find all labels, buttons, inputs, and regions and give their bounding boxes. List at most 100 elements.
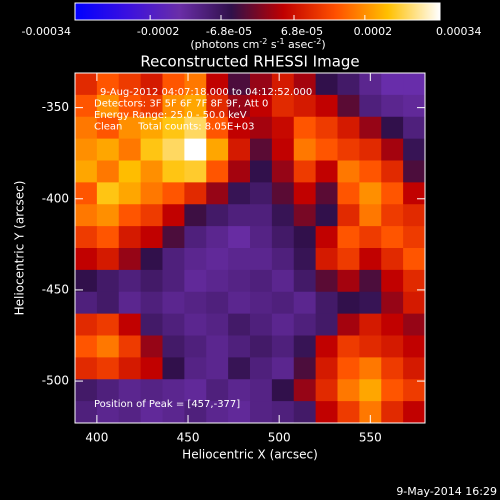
heatmap-cell xyxy=(271,313,295,336)
heatmap-cell xyxy=(162,379,185,402)
heatmap-cell xyxy=(381,204,404,227)
heatmap-cell xyxy=(293,94,317,118)
heatmap-cell xyxy=(337,379,360,402)
heatmap-cell xyxy=(75,226,98,249)
heatmap-cell xyxy=(271,116,295,140)
heatmap-cell xyxy=(140,226,163,249)
x-tick-label: 500 xyxy=(268,431,291,445)
heatmap-cell xyxy=(206,160,229,183)
heatmap-cell xyxy=(184,182,207,205)
heatmap-cell xyxy=(271,248,295,271)
heatmap-cell xyxy=(337,248,360,271)
heatmap-cell xyxy=(250,160,273,183)
heatmap-cell xyxy=(250,357,273,380)
heatmap-cell xyxy=(381,379,404,402)
colorbar-label-part: -2 xyxy=(259,37,267,46)
colorbar-label-part: s xyxy=(267,38,276,51)
heatmap-cell xyxy=(271,357,295,380)
heatmap-cell xyxy=(118,182,142,205)
heatmap-cell xyxy=(206,269,229,293)
heatmap-cell xyxy=(162,401,185,424)
colorbar-label: (photons cm-2 s-1 asec-2) xyxy=(190,37,325,52)
heatmap-cell xyxy=(75,357,98,380)
colorbar-label-part: ) xyxy=(321,38,325,51)
heatmap-cell xyxy=(184,116,207,140)
heatmap-cell xyxy=(140,291,163,315)
heatmap-cell xyxy=(140,357,163,380)
heatmap-cell xyxy=(118,204,142,227)
heatmap-cell xyxy=(206,94,229,118)
heatmap-cell xyxy=(271,204,295,227)
heatmap-cell xyxy=(228,226,251,249)
heatmap-cell xyxy=(206,73,229,96)
heatmap-cell xyxy=(118,138,142,161)
x-tick-label: 450 xyxy=(177,431,200,445)
heatmap-cell xyxy=(403,248,426,271)
heatmap-cell xyxy=(250,73,273,96)
heatmap-cell xyxy=(250,226,273,249)
heatmap-cell xyxy=(403,204,426,227)
heatmap-cell xyxy=(315,357,338,380)
heatmap-cell xyxy=(228,138,251,161)
heatmap-cell xyxy=(315,291,338,315)
heatmap-cell xyxy=(359,182,382,205)
heatmap-cell xyxy=(184,291,207,315)
heatmap-cell xyxy=(315,182,338,205)
peak-label: Position of Peak = [457,-377] xyxy=(94,399,240,410)
heatmap-cell xyxy=(96,204,120,227)
heatmap-cell xyxy=(337,401,360,424)
heatmap-cell xyxy=(184,73,207,96)
colorbar-tick-label: -6.8e-05 xyxy=(206,25,252,38)
colorbar-label-part: asec xyxy=(285,38,314,51)
heatmap-cell xyxy=(118,226,142,249)
heatmap-cell xyxy=(162,313,185,336)
y-axis-label: Heliocentric Y (arcsec) xyxy=(13,181,27,316)
heatmap-cell xyxy=(337,269,360,293)
heatmap-cell xyxy=(403,73,426,96)
heatmap-cell xyxy=(206,291,229,315)
heatmap-cell xyxy=(162,138,185,161)
heatmap-cell xyxy=(228,116,251,140)
colorbar-tick-label: -0.00034 xyxy=(22,25,71,38)
heatmap-cell xyxy=(206,116,229,140)
heatmap-cell xyxy=(118,313,142,336)
heatmap-cell xyxy=(315,160,338,183)
heatmap-cell xyxy=(359,335,382,358)
heatmap-cell xyxy=(228,269,251,293)
heatmap-cell xyxy=(315,248,338,271)
heatmap-cell xyxy=(403,401,426,424)
heatmap-cell xyxy=(403,313,426,336)
heatmap-cell xyxy=(250,182,273,205)
heatmap-cell xyxy=(96,313,120,336)
heatmap-cell xyxy=(96,160,120,183)
heatmap-cell xyxy=(206,226,229,249)
heatmap-cell xyxy=(140,379,163,402)
heatmap-cell xyxy=(118,94,142,118)
heatmap-cell xyxy=(118,357,142,380)
heatmap-cell xyxy=(381,116,404,140)
heatmap-cell xyxy=(75,160,98,183)
heatmap-cell xyxy=(75,401,98,424)
heatmap-cell xyxy=(118,401,142,424)
heatmap-cell xyxy=(140,269,163,293)
heatmap-cell xyxy=(75,138,98,161)
heatmap-cell xyxy=(250,291,273,315)
heatmap-cell xyxy=(206,401,229,424)
heatmap-cell xyxy=(293,248,317,271)
heatmap-cell xyxy=(381,269,404,293)
heatmap-cell xyxy=(337,138,360,161)
colorbar-label-part: -2 xyxy=(313,37,321,46)
heatmap-cell xyxy=(315,379,338,402)
heatmap-cell xyxy=(162,248,185,271)
heatmap-cell xyxy=(206,138,229,161)
heatmap-cell xyxy=(96,248,120,271)
heatmap-cell xyxy=(293,160,317,183)
heatmap-cell xyxy=(293,335,317,358)
heatmap-cell xyxy=(359,401,382,424)
heatmap-cell xyxy=(96,73,120,96)
heatmap-cell xyxy=(293,379,317,402)
heatmap-cell xyxy=(162,226,185,249)
heatmap-cell xyxy=(96,269,120,293)
heatmap-cell xyxy=(293,291,317,315)
